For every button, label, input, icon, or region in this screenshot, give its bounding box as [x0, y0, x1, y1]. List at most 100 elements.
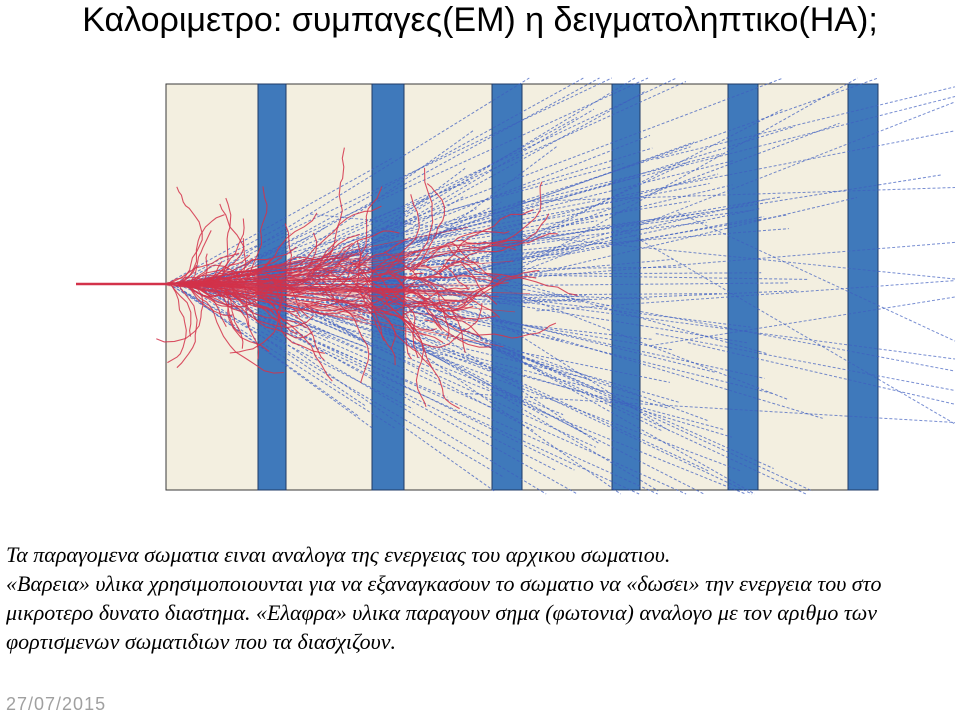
photon-track — [230, 282, 564, 416]
photon-track — [417, 200, 690, 246]
photon-track — [655, 333, 956, 391]
charged-track — [186, 280, 233, 317]
active-layer — [757, 83, 849, 491]
photon-track — [174, 282, 448, 398]
photon-track — [203, 77, 530, 280]
charged-track — [447, 245, 480, 264]
photon-track — [301, 305, 742, 472]
charged-track — [322, 268, 438, 331]
charged-track — [169, 258, 379, 285]
charged-track — [379, 167, 434, 275]
photon-track — [194, 286, 658, 495]
photon-track — [402, 285, 956, 360]
photon-track — [397, 305, 600, 444]
photon-track — [318, 134, 651, 266]
photon-track — [287, 77, 784, 266]
photon-track — [416, 122, 840, 282]
charged-track — [191, 285, 306, 298]
charged-track — [195, 284, 504, 348]
charged-track — [168, 252, 240, 285]
photon-track — [269, 184, 733, 296]
charged-track — [292, 205, 382, 268]
photon-track — [656, 86, 956, 160]
photon-track — [249, 270, 809, 280]
photon-track — [261, 282, 563, 342]
photon-track — [172, 282, 360, 418]
photon-track — [168, 283, 395, 429]
caption-line-2: «Βαρεια» υλικα χρησιμοποιουνται για να ε… — [6, 571, 882, 654]
caption-line-1: Τα παραγομενα σωματια ειναι αναλογα της … — [6, 542, 671, 567]
charged-track — [360, 300, 444, 343]
photon-track — [220, 276, 597, 448]
charged-track — [463, 181, 543, 245]
photon-track — [187, 163, 624, 281]
charged-track — [204, 283, 478, 322]
photon-track — [176, 77, 613, 284]
charged-track — [298, 287, 408, 305]
active-layer — [639, 83, 729, 491]
photon-track — [363, 287, 807, 495]
charged-track — [412, 183, 445, 273]
photon-track — [286, 252, 571, 279]
charged-track — [394, 303, 483, 348]
photon-track — [353, 196, 783, 272]
photon-track — [288, 299, 534, 431]
charged-track — [180, 246, 297, 284]
charged-track — [256, 290, 325, 354]
photon-track — [179, 209, 752, 283]
shower-svg — [76, 77, 956, 495]
photon-track — [242, 81, 687, 283]
charged-track — [223, 290, 244, 349]
photon-track — [412, 252, 769, 355]
photon-track — [308, 200, 429, 274]
charged-track — [428, 230, 510, 254]
photon-track — [421, 77, 858, 325]
calorimeter-shower-figure — [0, 76, 960, 496]
photon-track — [346, 254, 474, 257]
photon-track — [326, 300, 705, 495]
charged-track — [174, 186, 203, 286]
charged-track — [200, 241, 523, 286]
photon-track — [341, 298, 591, 307]
photon-track — [210, 180, 471, 282]
photon-track — [492, 96, 956, 215]
photon-track — [518, 130, 956, 217]
photon-track — [419, 108, 783, 297]
photon-track — [329, 290, 797, 312]
charged-track — [187, 259, 411, 286]
photon-track — [390, 252, 670, 432]
charged-track — [179, 214, 225, 286]
photon-track — [194, 77, 649, 285]
charged-track — [176, 283, 198, 369]
charged-track — [220, 290, 314, 328]
photon-track — [323, 237, 581, 272]
charged-track — [444, 259, 540, 277]
charged-track — [436, 209, 534, 273]
charged-track — [186, 285, 361, 322]
photon-track — [175, 224, 285, 284]
photon-track — [210, 289, 575, 471]
photon-track — [212, 283, 330, 340]
charged-track — [183, 283, 284, 374]
photon-track — [517, 187, 956, 203]
photon-track — [171, 283, 505, 478]
photon-track — [352, 221, 707, 262]
photon-track — [181, 284, 640, 495]
photon-track — [232, 77, 600, 279]
charged-track — [167, 284, 187, 364]
photon-track — [215, 160, 734, 290]
charged-track — [276, 242, 353, 272]
charged-track — [352, 253, 407, 293]
charged-track — [444, 315, 497, 320]
charged-track — [169, 283, 192, 337]
photon-track — [389, 160, 690, 302]
photon-track — [309, 274, 621, 495]
charged-tracks — [156, 147, 578, 410]
photon-track — [291, 247, 579, 281]
absorber-layer — [727, 83, 759, 491]
charged-track — [196, 282, 478, 292]
photon-track — [273, 77, 677, 267]
photon-track — [346, 216, 765, 298]
photon-track — [337, 256, 755, 495]
photon-track — [314, 282, 659, 492]
